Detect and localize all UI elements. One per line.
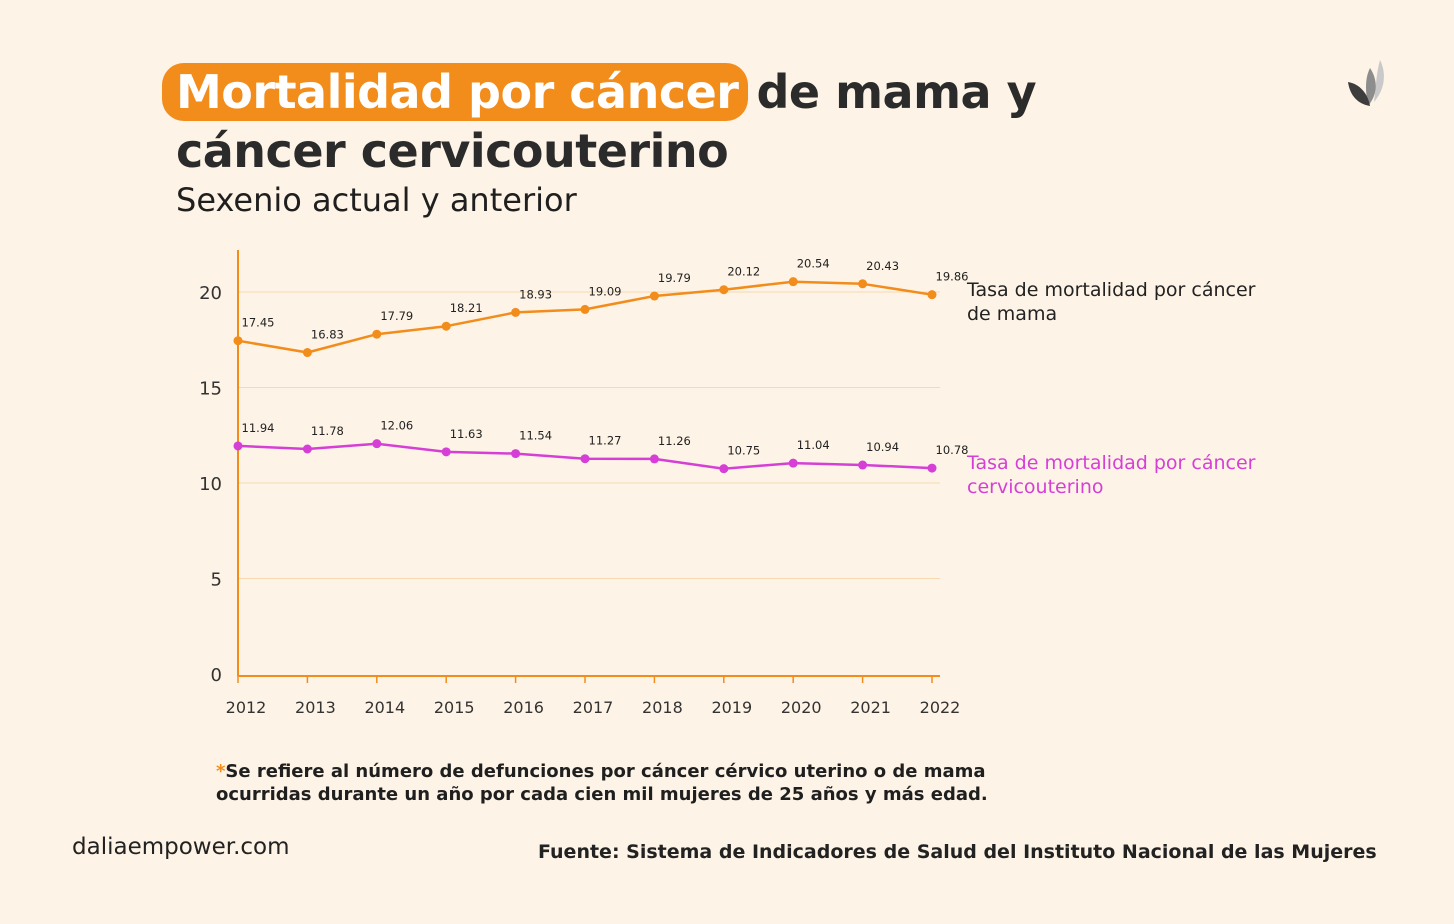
x-tick-label: 2017	[573, 698, 614, 717]
data-point	[233, 441, 243, 451]
data-point	[927, 463, 937, 473]
leaf-logo-icon	[1344, 58, 1390, 114]
data-label: 20.12	[727, 265, 760, 279]
data-label: 19.09	[589, 284, 622, 298]
x-tick-label: 2022	[920, 698, 961, 717]
data-point	[302, 348, 312, 358]
data-label: 11.26	[658, 434, 691, 448]
legend-series-cervico: Tasa de mortalidad por cáncer cervicoute…	[967, 451, 1287, 499]
data-point	[372, 329, 382, 339]
title-line1-rest: de mama y	[756, 65, 1037, 119]
y-tick-label: 5	[211, 570, 222, 591]
legend-cervico-line1: Tasa de mortalidad por cáncer	[967, 452, 1256, 474]
legend-mama-line1: Tasa de mortalidad por cáncer	[967, 279, 1256, 301]
data-point	[719, 464, 729, 474]
y-tick-label: 20	[199, 283, 222, 304]
data-point	[649, 291, 659, 301]
chart-subtitle: Sexenio actual y anterior	[176, 181, 577, 219]
data-point	[372, 439, 382, 449]
title-highlight: Mortalidad por cáncer	[162, 63, 749, 121]
y-tick-label: 15	[199, 379, 222, 400]
data-label: 10.94	[866, 440, 899, 454]
data-label: 11.27	[589, 434, 622, 448]
data-point	[302, 444, 312, 454]
data-point	[441, 447, 451, 457]
data-point	[580, 454, 590, 464]
data-point	[858, 460, 868, 470]
footnote-line1: Se refiere al número de defunciones por …	[225, 761, 986, 782]
data-label: 11.94	[242, 421, 275, 435]
data-label: 16.83	[311, 328, 344, 342]
data-point	[719, 285, 729, 295]
x-tick-label: 2012	[226, 698, 267, 717]
data-point	[788, 458, 798, 468]
data-label: 20.54	[797, 257, 830, 271]
y-tick-label: 0	[211, 665, 222, 686]
data-label: 17.79	[380, 309, 413, 323]
data-point	[788, 277, 798, 287]
chart-title: Mortalidad por cáncer de mama y cáncer c…	[162, 62, 1037, 180]
data-label: 11.54	[519, 429, 552, 443]
data-label: 11.78	[311, 424, 344, 438]
data-point	[649, 454, 659, 464]
data-label: 19.86	[936, 270, 969, 284]
x-tick-label: 2013	[295, 698, 336, 717]
data-point	[858, 279, 868, 289]
data-label: 17.45	[242, 316, 275, 330]
x-tick-label: 2020	[781, 698, 822, 717]
title-line2: cáncer cervicouterino	[176, 124, 729, 178]
x-tick-label: 2014	[364, 698, 405, 717]
x-tick-label: 2015	[434, 698, 475, 717]
data-label: 20.43	[866, 259, 899, 273]
data-label: 19.79	[658, 271, 691, 285]
data-label: 10.75	[727, 444, 760, 458]
legend-series-mama: Tasa de mortalidad por cáncer de mama	[967, 278, 1287, 326]
data-label: 11.04	[797, 438, 830, 452]
data-point	[927, 290, 937, 300]
footnote-asterisk: *	[216, 761, 226, 782]
x-tick-label: 2018	[642, 698, 683, 717]
y-tick-label: 10	[199, 474, 222, 495]
x-tick-label: 2019	[711, 698, 752, 717]
data-point	[233, 336, 243, 346]
data-label: 18.93	[519, 287, 552, 301]
x-tick-label: 2021	[850, 698, 891, 717]
data-point	[511, 449, 521, 459]
x-tick-label: 2016	[503, 698, 544, 717]
legend-cervico-line2: cervicouterino	[967, 476, 1104, 498]
data-label: 12.06	[380, 419, 413, 433]
source-text: Fuente: Sistema de Indicadores de Salud …	[538, 841, 1377, 863]
data-point	[580, 304, 590, 314]
data-point	[511, 307, 521, 317]
data-label: 18.21	[450, 301, 483, 315]
data-label: 11.63	[450, 427, 483, 441]
data-label: 10.78	[936, 443, 969, 457]
footnote-line2: ocurridas durante un año por cada cien m…	[216, 784, 988, 805]
data-point	[441, 321, 451, 331]
legend-mama-line2: de mama	[967, 303, 1058, 325]
footnote: *Se refiere al número de defunciones por…	[216, 760, 988, 806]
website-link[interactable]: daliaempower.com	[72, 834, 290, 860]
